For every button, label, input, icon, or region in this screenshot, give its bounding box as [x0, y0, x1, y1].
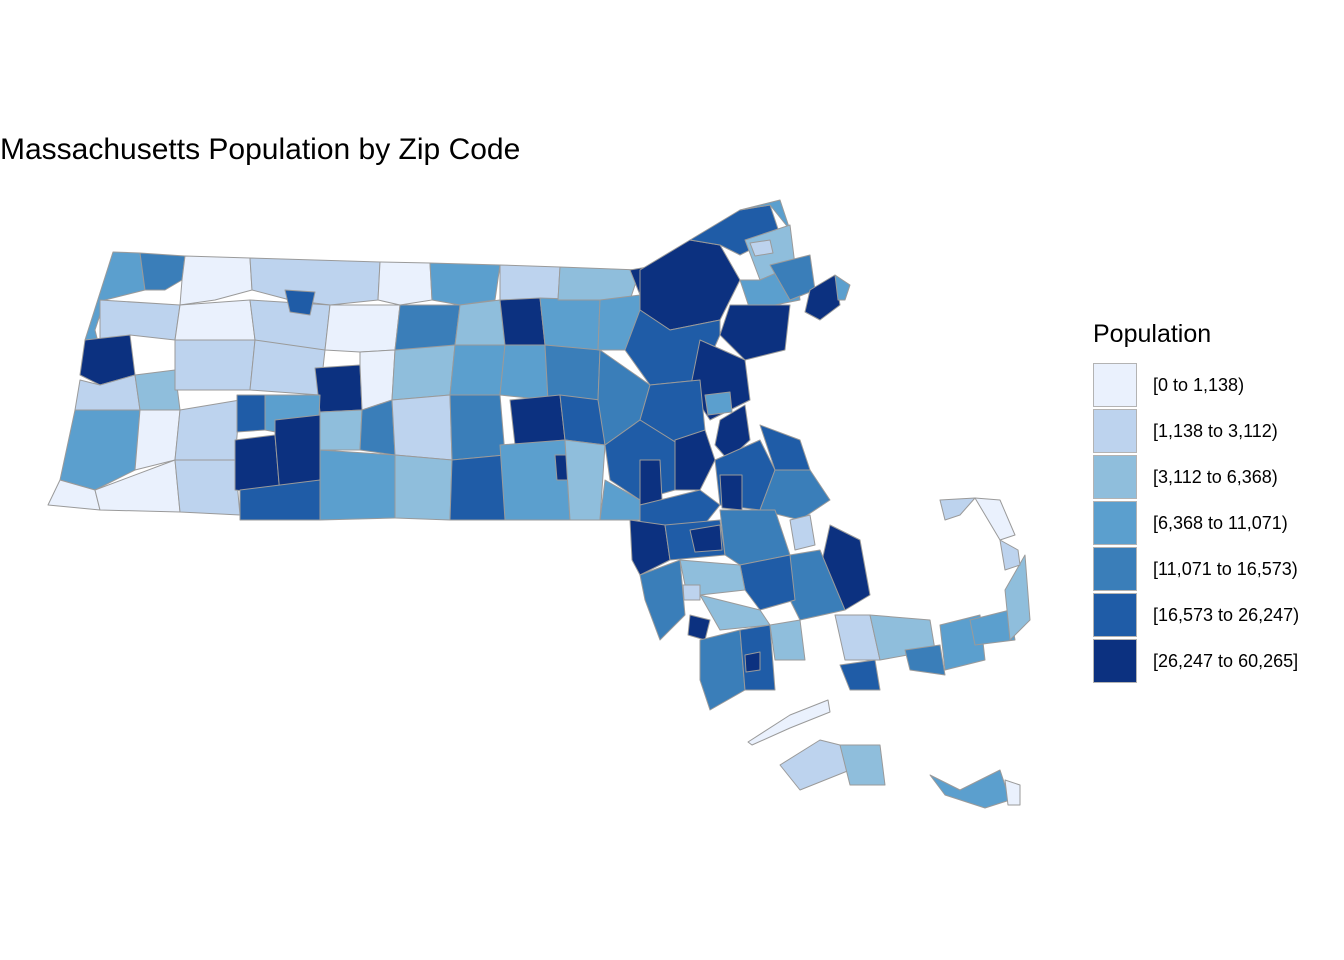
- zip-region: [394, 454, 453, 521]
- legend-swatch: [1093, 501, 1137, 545]
- legend-title: Population: [1093, 320, 1212, 348]
- zip-region: [544, 344, 601, 401]
- zip-region: [687, 614, 711, 641]
- zip-region: [509, 394, 566, 446]
- zip-region: [904, 644, 946, 676]
- zip-region: [539, 297, 601, 351]
- zip-region: [747, 699, 831, 746]
- zip-region: [779, 739, 851, 791]
- zip-region: [499, 264, 561, 301]
- zip-region: [499, 297, 546, 346]
- zip-region: [789, 514, 816, 551]
- zip-region: [939, 497, 976, 521]
- zip-region: [249, 257, 381, 306]
- legend-item: [16,573 to 26,247): [1093, 592, 1299, 638]
- zip-region: [59, 409, 141, 491]
- legend-item: [1,138 to 3,112): [1093, 408, 1299, 454]
- zip-region: [564, 439, 606, 521]
- legend-item: [3,112 to 6,368): [1093, 454, 1299, 500]
- legend-label: [0 to 1,138): [1153, 374, 1245, 395]
- zip-region: [284, 289, 316, 316]
- zip-region: [769, 619, 806, 661]
- zip-region: [639, 239, 741, 331]
- legend-label: [3,112 to 6,368): [1153, 466, 1278, 487]
- zip-region: [974, 497, 1016, 541]
- zip-region: [929, 769, 1011, 809]
- zip-region: [629, 519, 671, 576]
- chart-title: Massachusetts Population by Zip Code: [0, 133, 521, 166]
- zip-region: [314, 364, 363, 413]
- legend-label: [16,573 to 26,247): [1153, 604, 1300, 625]
- zip-region: [689, 524, 723, 553]
- legend-item: [6,368 to 11,071): [1093, 500, 1299, 546]
- legend-item: [26,247 to 60,265]: [1093, 638, 1299, 684]
- zip-region: [394, 304, 461, 351]
- zip-region: [839, 659, 881, 691]
- legend-item: [11,071 to 16,573): [1093, 546, 1299, 592]
- zip-region: [704, 391, 733, 416]
- legend: Population [0 to 1,138) [1,138 to 3,112)…: [1093, 318, 1299, 684]
- zip-region: [1004, 779, 1021, 806]
- legend-label: [26,247 to 60,265]: [1153, 650, 1299, 671]
- zip-region: [174, 459, 241, 516]
- zip-region: [804, 274, 841, 321]
- zip-region: [719, 304, 791, 361]
- zip-region: [719, 474, 743, 511]
- zip-region: [429, 262, 501, 306]
- zip-region: [454, 299, 506, 346]
- zip-region: [449, 344, 506, 396]
- zip-region: [639, 459, 663, 506]
- zip-region: [749, 239, 774, 257]
- legend-swatch: [1093, 547, 1137, 591]
- zip-region: [682, 584, 701, 601]
- zip-region: [999, 539, 1021, 571]
- zip-region: [557, 266, 641, 301]
- zip-region: [834, 274, 851, 301]
- zip-region: [739, 554, 796, 611]
- zip-region: [449, 394, 506, 461]
- zip-region: [377, 261, 433, 306]
- legend-swatch: [1093, 409, 1137, 453]
- zip-region: [639, 559, 686, 641]
- zip-region: [317, 409, 363, 451]
- zip-region: [324, 304, 401, 353]
- legend-swatch: [1093, 363, 1137, 407]
- legend-item: [0 to 1,138): [1093, 362, 1299, 408]
- legend-swatch: [1093, 455, 1137, 499]
- zip-region: [134, 369, 181, 411]
- zip-region: [391, 394, 453, 461]
- zip-region: [744, 651, 761, 673]
- zip-region: [174, 399, 241, 461]
- zip-region: [179, 255, 253, 306]
- legend-label: [11,071 to 16,573): [1153, 558, 1298, 579]
- zip-region: [969, 609, 1016, 646]
- zip-region: [319, 449, 396, 521]
- legend-swatch: [1093, 593, 1137, 637]
- zip-region: [839, 744, 886, 786]
- zip-region: [1004, 554, 1031, 641]
- zip-region: [699, 629, 746, 711]
- zip-region: [391, 344, 456, 401]
- zip-region: [674, 429, 716, 491]
- zip-region: [759, 469, 831, 521]
- zip-region: [499, 344, 549, 401]
- legend-label: [6,368 to 11,071): [1153, 512, 1288, 533]
- zip-region: [249, 339, 326, 396]
- legend-label: [1,138 to 3,112): [1153, 420, 1278, 441]
- zip-region: [139, 252, 186, 291]
- zip-region: [174, 339, 256, 391]
- zip-region: [236, 394, 266, 433]
- legend-swatch: [1093, 639, 1137, 683]
